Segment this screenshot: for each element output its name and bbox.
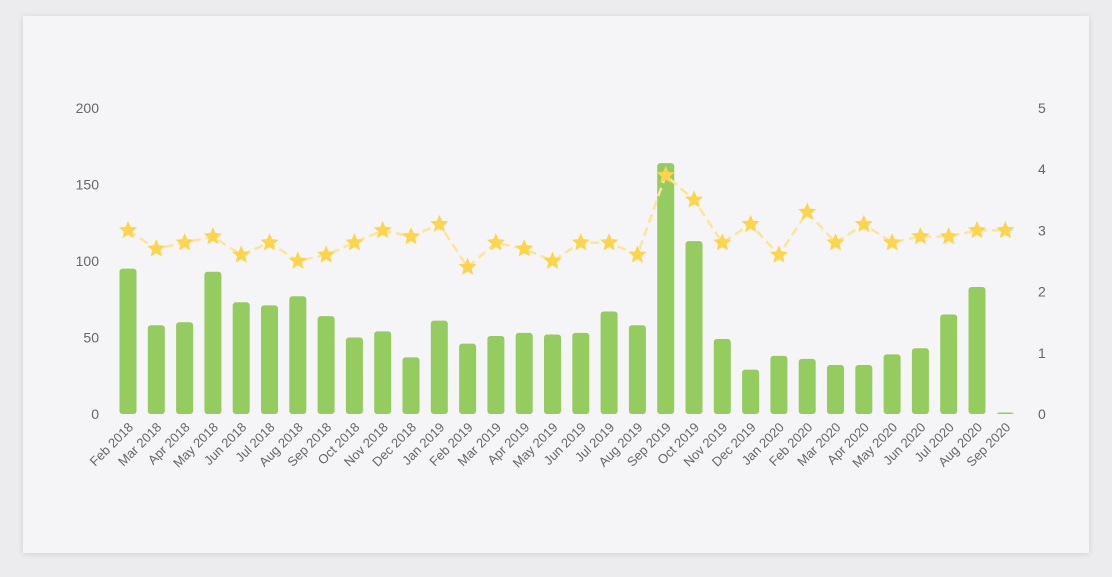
bar[interactable] — [232, 302, 250, 414]
star-marker[interactable] — [684, 190, 704, 208]
star-marker[interactable] — [232, 245, 251, 263]
bar[interactable] — [345, 337, 363, 415]
right-y-tick-label: 1 — [1038, 345, 1046, 361]
star-marker[interactable] — [515, 239, 534, 257]
right-y-tick-label: 5 — [1038, 100, 1046, 116]
bar[interactable] — [855, 365, 873, 414]
right-y-tick-label: 0 — [1038, 406, 1046, 422]
star-marker[interactable] — [486, 233, 505, 251]
left-y-tick-label: 50 — [83, 330, 99, 346]
star-marker[interactable] — [883, 233, 902, 251]
bar[interactable] — [883, 354, 901, 414]
rating-line-series — [118, 165, 1015, 275]
bar[interactable] — [515, 332, 533, 414]
chart-card: 0 50 100 150 200 0 1 2 3 4 5 Feb 2018 Mar 2018 Apr … — [23, 16, 1089, 553]
bar[interactable] — [289, 296, 307, 414]
star-marker[interactable] — [854, 214, 873, 232]
bar[interactable] — [204, 271, 222, 414]
left-y-tick-label: 200 — [76, 100, 100, 116]
star-marker[interactable] — [118, 220, 138, 239]
star-marker[interactable] — [288, 251, 307, 269]
star-marker[interactable] — [769, 245, 788, 263]
bar[interactable] — [742, 369, 760, 414]
bar[interactable] — [176, 322, 194, 414]
star-marker[interactable] — [798, 202, 817, 220]
star-marker[interactable] — [401, 227, 421, 245]
star-marker[interactable] — [600, 233, 619, 251]
bar[interactable] — [261, 305, 278, 414]
bar[interactable] — [770, 355, 788, 414]
bar[interactable] — [487, 335, 505, 414]
left-y-axis: 0 50 100 150 200 — [76, 100, 100, 422]
bar[interactable] — [402, 357, 420, 414]
bar[interactable] — [147, 325, 165, 414]
left-y-tick-label: 100 — [76, 253, 100, 269]
star-marker[interactable] — [175, 233, 194, 251]
bar[interactable] — [459, 343, 477, 414]
star-marker[interactable] — [713, 233, 732, 251]
bar[interactable] — [827, 365, 844, 414]
star-marker[interactable] — [741, 214, 760, 232]
bar-series — [119, 163, 1014, 415]
star-marker[interactable] — [458, 257, 477, 275]
bar[interactable] — [657, 163, 675, 414]
star-marker[interactable] — [939, 227, 958, 245]
rating-line — [127, 173, 1006, 269]
star-marker[interactable] — [571, 233, 590, 251]
bar[interactable] — [798, 358, 816, 414]
star-marker[interactable] — [345, 233, 364, 251]
star-marker[interactable] — [826, 233, 845, 251]
bar[interactable] — [996, 412, 1014, 414]
left-y-tick-label: 0 — [91, 406, 99, 422]
star-marker[interactable] — [967, 220, 987, 239]
bar[interactable] — [940, 314, 958, 414]
bar[interactable] — [968, 287, 986, 414]
bar[interactable] — [374, 331, 392, 414]
star-marker[interactable] — [203, 227, 222, 245]
bar[interactable] — [317, 316, 335, 414]
right-y-axis: 0 1 2 3 4 5 — [1038, 100, 1046, 422]
star-marker[interactable] — [911, 227, 930, 245]
bar[interactable] — [713, 339, 731, 414]
star-marker[interactable] — [656, 165, 675, 184]
right-y-tick-label: 4 — [1038, 161, 1046, 177]
bar[interactable] — [119, 268, 137, 414]
star-marker[interactable] — [260, 233, 279, 251]
bar[interactable] — [572, 332, 590, 414]
star-marker[interactable] — [543, 251, 562, 269]
bar[interactable] — [430, 320, 448, 414]
star-marker[interactable] — [996, 220, 1015, 239]
star-marker[interactable] — [430, 214, 449, 232]
star-marker[interactable] — [147, 239, 166, 257]
star-marker[interactable] — [628, 245, 647, 263]
bar[interactable] — [628, 325, 646, 414]
right-y-tick-label: 3 — [1038, 222, 1046, 238]
bar[interactable] — [600, 311, 618, 414]
bar[interactable] — [911, 348, 929, 414]
right-y-tick-label: 2 — [1038, 284, 1046, 300]
star-marker[interactable] — [373, 220, 392, 239]
bar[interactable] — [544, 334, 561, 414]
left-y-tick-label: 150 — [76, 177, 100, 193]
bar[interactable] — [685, 241, 703, 414]
star-marker[interactable] — [317, 245, 336, 263]
